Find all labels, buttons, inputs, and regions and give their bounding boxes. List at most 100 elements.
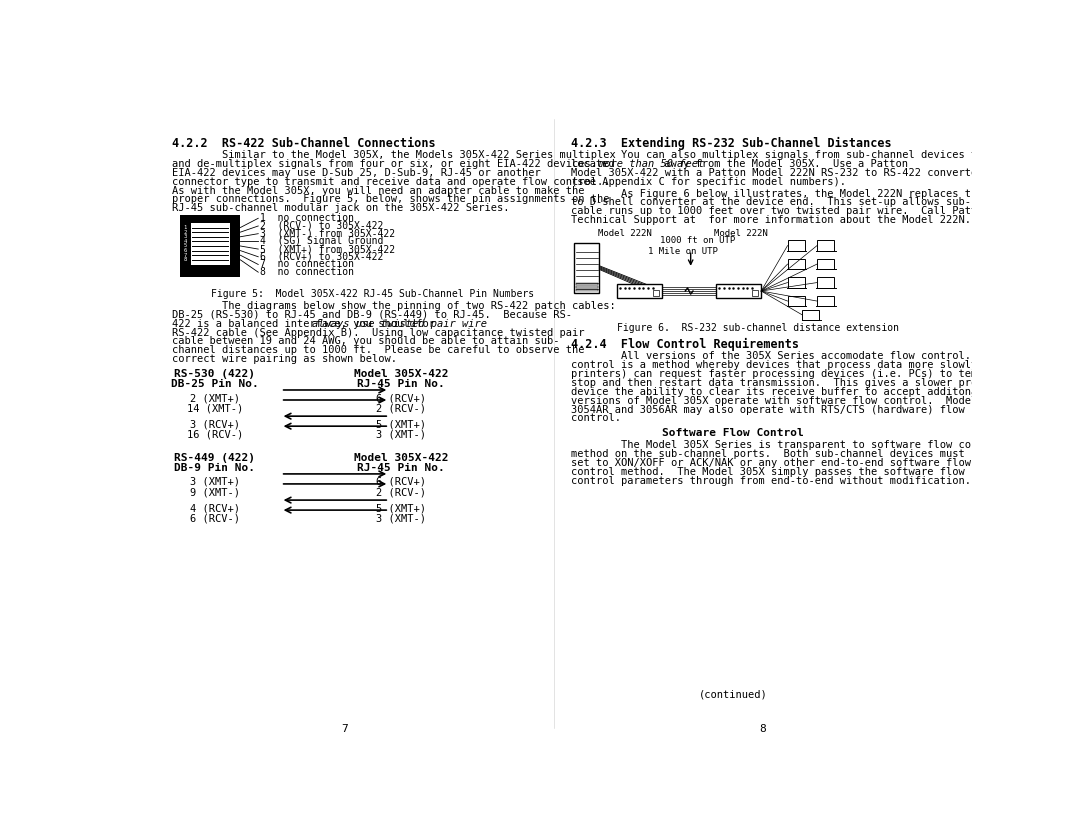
Text: RS-449 (422): RS-449 (422) xyxy=(174,453,255,463)
Text: RS-530 (422): RS-530 (422) xyxy=(174,369,255,379)
Text: proper connections.  Figure 5, below, shows the pin assignments on the: proper connections. Figure 5, below, sho… xyxy=(172,194,610,204)
Text: 5  (XMT+) from 305X-422: 5 (XMT+) from 305X-422 xyxy=(260,244,395,254)
Text: printers) can request faster processing devices (i.e. PCs) to temporarily: printers) can request faster processing … xyxy=(570,369,1027,379)
Bar xyxy=(816,259,834,269)
Text: 4 (RCV+): 4 (RCV+) xyxy=(190,503,240,513)
Text: 7  no connection: 7 no connection xyxy=(260,259,354,269)
Text: Similar to the Model 305X, the Models 305X-422 Series multiplex: Similar to the Model 305X, the Models 30… xyxy=(172,150,616,160)
Text: All versions of the 305X Series accomodate flow control.  Flow: All versions of the 305X Series accomoda… xyxy=(570,351,1008,361)
Bar xyxy=(802,309,820,320)
Bar xyxy=(816,296,834,306)
Text: 6: 6 xyxy=(184,249,187,253)
Text: 6 (RCV+): 6 (RCV+) xyxy=(376,477,426,487)
Text: and de-multiplex signals from four or six, or eight EIA-422 devices.: and de-multiplex signals from four or si… xyxy=(172,159,597,169)
Text: 2 (RCV-): 2 (RCV-) xyxy=(376,487,426,497)
Text: 8: 8 xyxy=(759,724,766,734)
Text: control parameters through from end-to-end without modification.: control parameters through from end-to-e… xyxy=(570,476,971,486)
Text: RJ-45 sub-channel modular jack on the 305X-422 Series.: RJ-45 sub-channel modular jack on the 30… xyxy=(172,203,510,214)
Text: stop and then restart data transmission.  This gives a slower processing: stop and then restart data transmission.… xyxy=(570,378,1021,388)
Text: 4: 4 xyxy=(184,239,187,244)
Text: The diagrams below show the pinning of two RS-422 patch cables:: The diagrams below show the pinning of t… xyxy=(172,301,616,311)
Text: for: for xyxy=(409,319,435,329)
Text: Model 222N: Model 222N xyxy=(597,229,651,238)
Text: away from the Model 305X.  Use a Patton: away from the Model 305X. Use a Patton xyxy=(658,159,908,169)
Text: RS-422 cable (See Appendix B).  Using low capacitance twisted pair: RS-422 cable (See Appendix B). Using low… xyxy=(172,328,584,338)
Text: to D-shell converter at the device end.  This set-up allows sub-channel: to D-shell converter at the device end. … xyxy=(570,198,1014,208)
Text: 3 (XMT-): 3 (XMT-) xyxy=(376,430,426,440)
Bar xyxy=(787,240,805,251)
Text: Model 305X-422: Model 305X-422 xyxy=(353,453,448,463)
Text: 4.2.3  Extending RS-232 Sub-Channel Distances: 4.2.3 Extending RS-232 Sub-Channel Dista… xyxy=(570,137,891,150)
Text: device the ability to clear its receive buffer to accept additonal data.  All: device the ability to clear its receive … xyxy=(570,387,1052,397)
Bar xyxy=(816,240,834,251)
Text: 2: 2 xyxy=(184,229,187,234)
Text: 5: 5 xyxy=(184,244,187,249)
Text: 1: 1 xyxy=(184,225,187,230)
Text: control method.  The Model 305X simply passes the software flow: control method. The Model 305X simply pa… xyxy=(570,467,964,477)
Text: connector type to transmit and receive data and operate flow control..: connector type to transmit and receive d… xyxy=(172,177,610,187)
Text: 6  (RCV+) to 305X-422: 6 (RCV+) to 305X-422 xyxy=(260,252,383,262)
Text: cable between 19 and 24 AWG, you should be able to attain sub-: cable between 19 and 24 AWG, you should … xyxy=(172,336,559,346)
Text: Figure 5:  Model 305X-422 RJ-45 Sub-Channel Pin Numbers: Figure 5: Model 305X-422 RJ-45 Sub-Chann… xyxy=(211,289,535,299)
Bar xyxy=(180,215,241,277)
Text: You can also multiplex signals from sub-channel devices that are: You can also multiplex signals from sub-… xyxy=(570,150,1021,160)
Text: versions of Model 305X operate with software flow control.  Models: versions of Model 305X operate with soft… xyxy=(570,396,983,406)
Text: 3: 3 xyxy=(184,234,187,239)
Bar xyxy=(576,289,597,291)
Bar xyxy=(787,277,805,288)
Text: 6 (RCV+): 6 (RCV+) xyxy=(376,393,426,403)
Text: 2  (RCV-) to 305X-422: 2 (RCV-) to 305X-422 xyxy=(260,221,383,231)
Text: 5 (XMT+): 5 (XMT+) xyxy=(376,420,426,430)
Text: channel distances up to 1000 ft.  Please be careful to observe the: channel distances up to 1000 ft. Please … xyxy=(172,345,584,355)
Text: 422 is a balanced interface, you should: 422 is a balanced interface, you should xyxy=(172,319,422,329)
Text: Model 222N: Model 222N xyxy=(714,229,768,238)
Bar xyxy=(787,259,805,269)
Bar xyxy=(191,223,230,265)
Text: 5 (XMT+): 5 (XMT+) xyxy=(376,503,426,513)
Text: Figure 6.  RS-232 sub-channel distance extension: Figure 6. RS-232 sub-channel distance ex… xyxy=(617,324,899,334)
Text: 3 (RCV+): 3 (RCV+) xyxy=(190,420,240,430)
Text: DB-25 Pin No.: DB-25 Pin No. xyxy=(171,379,259,389)
Text: RJ-45 Pin No.: RJ-45 Pin No. xyxy=(357,379,445,389)
Text: EIA-422 devices may use D-Sub 25, D-Sub-9, RJ-45 or another: EIA-422 devices may use D-Sub 25, D-Sub-… xyxy=(172,168,541,178)
Text: As with the Model 305X, you will need an adapter cable to make the: As with the Model 305X, you will need an… xyxy=(172,185,584,195)
Text: 6 (RCV-): 6 (RCV-) xyxy=(190,513,240,523)
Bar xyxy=(576,283,597,285)
Text: 8  no connection: 8 no connection xyxy=(260,267,354,277)
Text: control.: control. xyxy=(570,414,621,424)
Text: 2 (XMT+): 2 (XMT+) xyxy=(190,393,240,403)
Text: 4.2.2  RS-422 Sub-Channel Connections: 4.2.2 RS-422 Sub-Channel Connections xyxy=(172,137,436,150)
Text: 1 Mile on UTP: 1 Mile on UTP xyxy=(648,247,718,256)
Bar xyxy=(787,296,805,306)
Bar xyxy=(617,284,662,298)
Text: 8: 8 xyxy=(184,258,187,263)
Text: 3  (XMT-) from 305X-422: 3 (XMT-) from 305X-422 xyxy=(260,229,395,239)
Text: 14 (XMT-): 14 (XMT-) xyxy=(187,403,243,413)
Text: 4.2.4  Flow Control Requirements: 4.2.4 Flow Control Requirements xyxy=(570,339,798,351)
Text: RJ-45 Pin No.: RJ-45 Pin No. xyxy=(357,463,445,473)
Text: correct wire pairing as shown below.: correct wire pairing as shown below. xyxy=(172,354,397,364)
Bar xyxy=(816,277,834,288)
Text: Model 305X-422 with a Patton Model 222N RS-232 to RS-422 converter: Model 305X-422 with a Patton Model 222N … xyxy=(570,168,983,178)
Bar xyxy=(576,286,597,288)
Text: Software Flow Control: Software Flow Control xyxy=(662,429,805,439)
Text: Model 305X-422: Model 305X-422 xyxy=(353,369,448,379)
Text: (see Appendix C for specific model numbers).: (see Appendix C for specific model numbe… xyxy=(570,177,846,187)
Text: 3 (XMT+): 3 (XMT+) xyxy=(190,477,240,487)
Text: located: located xyxy=(570,159,621,169)
Text: more than 50 feet: more than 50 feet xyxy=(598,159,705,169)
Text: 9 (XMT-): 9 (XMT-) xyxy=(190,487,240,497)
Text: 3 (XMT-): 3 (XMT-) xyxy=(376,513,426,523)
Text: 3054AR and 3056AR may also operate with RTS/CTS (hardware) flow: 3054AR and 3056AR may also operate with … xyxy=(570,404,964,414)
Text: cable runs up to 1000 feet over two twisted pair wire.  Call Patton: cable runs up to 1000 feet over two twis… xyxy=(570,206,989,216)
Text: As Figure 6 below illustrates, the Model 222N replaces the modular: As Figure 6 below illustrates, the Model… xyxy=(570,188,1034,198)
Bar xyxy=(716,284,761,298)
Bar xyxy=(752,289,758,296)
Text: always use twisted pair wire: always use twisted pair wire xyxy=(312,319,487,329)
Text: Technical Support at  for more information about the Model 222N.: Technical Support at for more informatio… xyxy=(570,215,971,225)
Text: set to XON/XOFF or ACK/NAK or any other end-to-end software flow: set to XON/XOFF or ACK/NAK or any other … xyxy=(570,458,971,468)
Text: 4  (SG) Signal Ground: 4 (SG) Signal Ground xyxy=(260,236,383,246)
Text: (continued): (continued) xyxy=(699,690,768,700)
Text: 1000 ft on UTP: 1000 ft on UTP xyxy=(660,236,734,245)
Text: DB-25 (RS-530) to RJ-45 and DB-9 (RS-449) to RJ-45.  Because RS-: DB-25 (RS-530) to RJ-45 and DB-9 (RS-449… xyxy=(172,310,572,320)
